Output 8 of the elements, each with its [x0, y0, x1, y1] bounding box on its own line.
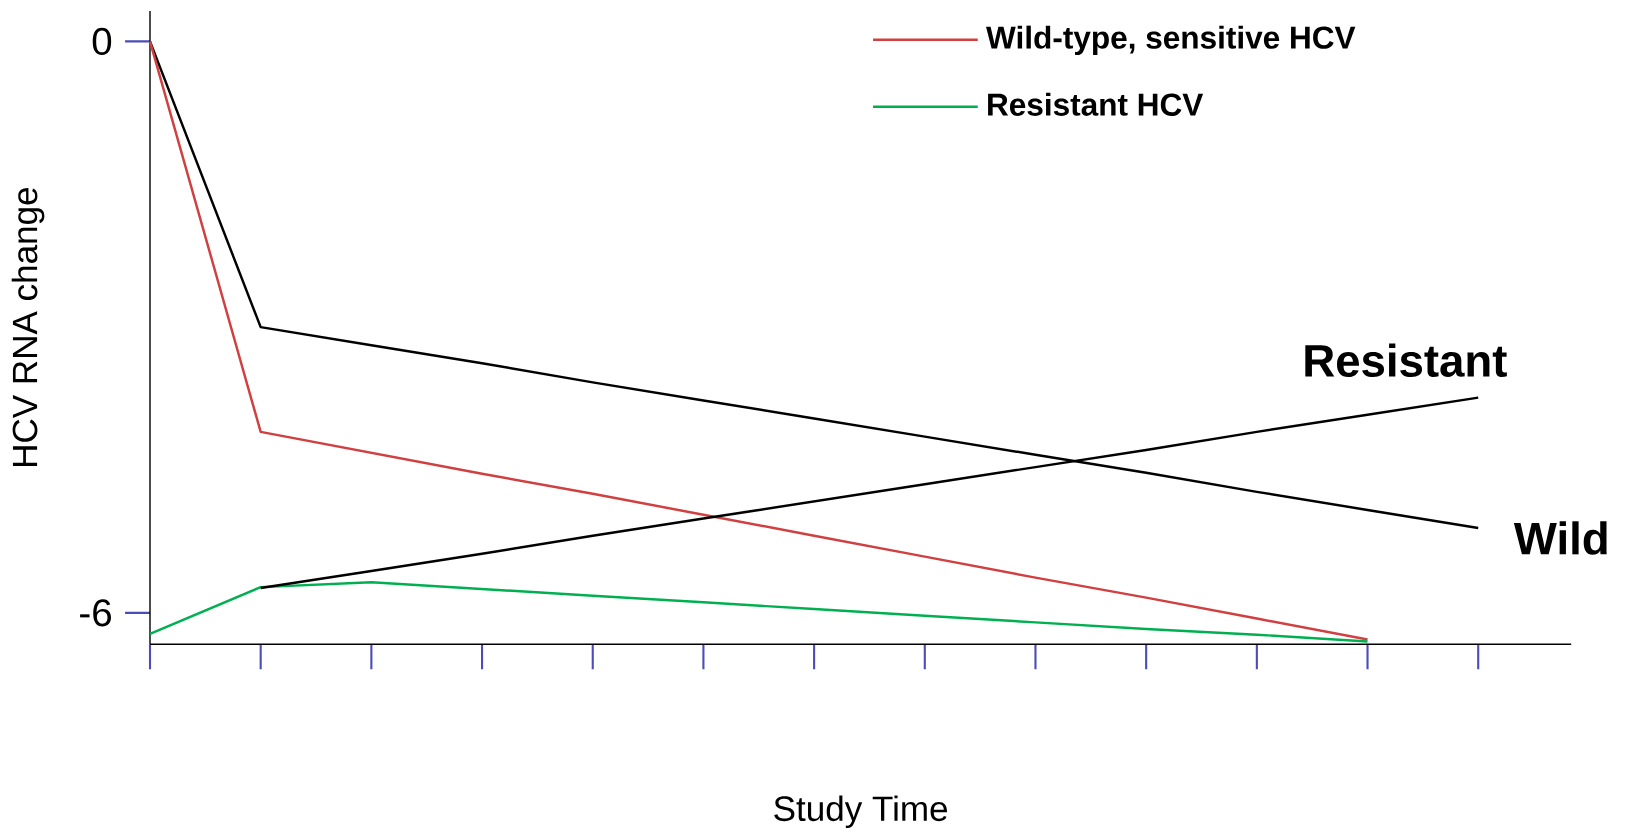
y-tick-label: 0 [92, 27, 112, 56]
y-tick-label: -6 [80, 599, 111, 627]
legend-label: Wild-type, sensitive HCV [986, 25, 1356, 56]
legend-label: Resistant HCV [988, 92, 1204, 117]
annotation: Wild [1513, 521, 1607, 555]
y-axis-title: HCV RNA change [11, 188, 45, 467]
x-axis-title: Study Time [774, 795, 947, 829]
annotation: Resistant [1305, 343, 1507, 378]
